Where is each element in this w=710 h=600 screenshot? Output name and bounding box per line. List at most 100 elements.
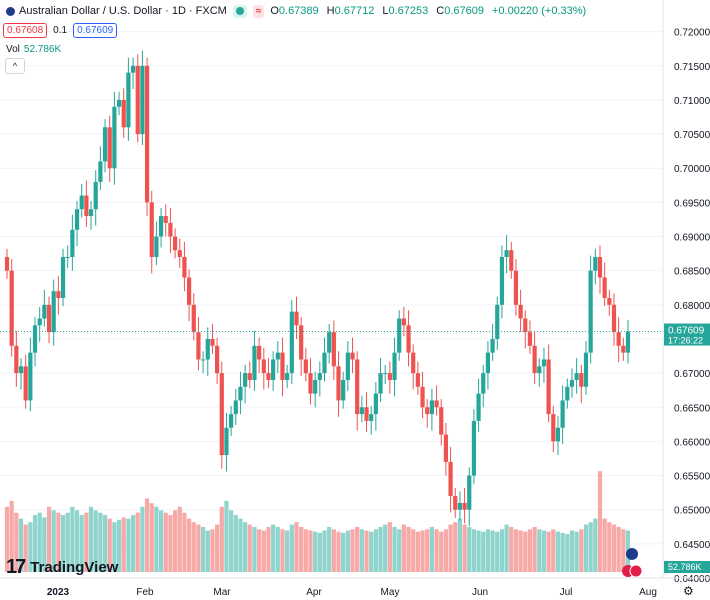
volume-bar [116, 519, 122, 572]
volume-bar [210, 529, 215, 572]
candle-body [51, 291, 56, 333]
volume-bar [392, 526, 397, 572]
settings-icon[interactable]: ⚙ [683, 584, 694, 598]
volume-bar [14, 512, 19, 572]
volume-bar [471, 529, 477, 572]
volume-badge [664, 561, 710, 573]
volume-bar [327, 526, 332, 572]
volume-bar [317, 532, 322, 572]
candle-body [65, 257, 70, 259]
last-price-badge [664, 323, 710, 346]
candle-body [186, 277, 192, 305]
candle-body [341, 379, 346, 401]
volume-bar [229, 510, 234, 572]
volume-bar [144, 498, 150, 572]
market-status-pill[interactable] [232, 4, 247, 18]
volume-bar [271, 524, 276, 572]
candle-body [238, 386, 243, 401]
candle-body [261, 359, 266, 374]
volume-bar [546, 531, 551, 572]
usd-flag-icon-2 [629, 564, 643, 578]
candle-body [130, 65, 136, 73]
volume-bar [243, 522, 248, 572]
alert-pill[interactable]: ≈ [252, 4, 265, 18]
candle-body [579, 373, 584, 387]
volume-bar [579, 529, 584, 572]
volume-bar [322, 530, 327, 572]
candle-body [383, 373, 388, 375]
candle-body [93, 181, 98, 210]
volume-bar [369, 531, 374, 572]
volume-bar [448, 524, 453, 572]
buy-button[interactable]: 0.67609 [73, 23, 118, 38]
candle-body [350, 352, 355, 360]
candle-body [168, 222, 173, 237]
volume-bar [350, 529, 355, 572]
volume-legend: Vol 52.786K [6, 44, 61, 55]
candle-body [233, 400, 238, 415]
ohlc-l: L0.67253 [382, 5, 429, 17]
sell-button[interactable]: 0.67608 [3, 23, 48, 38]
candle-body [397, 318, 402, 353]
volume-bar [126, 518, 131, 572]
candle-body [280, 352, 285, 380]
volume-bar [56, 512, 61, 572]
volume-bar [518, 530, 523, 572]
volume-bar [196, 524, 201, 572]
volume-bar [378, 526, 383, 572]
ohlc-values: O0.67389 H0.67712 L0.67253 C0.67609 +0.00220… [270, 5, 594, 17]
volume-bar [401, 524, 406, 572]
volume-bar [215, 524, 220, 572]
volume-bar [70, 506, 75, 572]
y-tick-label: 0.65000 [674, 506, 710, 517]
volume-bar [280, 529, 285, 572]
volume-bar [532, 526, 537, 572]
candle-body [112, 106, 117, 169]
y-tick-label: 0.68500 [674, 267, 710, 278]
candle-body [364, 407, 369, 421]
y-tick-label: 0.71500 [674, 62, 710, 73]
ohlc-o: O0.67389 [270, 5, 319, 17]
volume-bar [607, 522, 612, 572]
candle-body [607, 298, 612, 305]
candle-body [70, 229, 75, 258]
y-tick-label: 0.72000 [674, 28, 710, 39]
candle-body [144, 65, 150, 203]
volume-bar [149, 503, 154, 572]
candle-body [252, 345, 257, 380]
candle-body [541, 359, 547, 367]
candle-body [84, 195, 89, 217]
candle-body [467, 475, 472, 510]
volume-bar [495, 531, 500, 572]
volume-bar [172, 510, 178, 572]
y-tick-label: 0.68000 [674, 301, 710, 312]
candle-body [37, 318, 42, 326]
volume-bar [303, 529, 308, 572]
candle-body [88, 209, 94, 217]
candle-body [266, 373, 271, 380]
collapse-legend-button[interactable]: ^ [5, 58, 25, 74]
tradingview-logo[interactable]: 17 TradingView [6, 556, 118, 579]
x-tick-label: May [381, 587, 400, 598]
candle-body [429, 400, 434, 415]
volume-bar [406, 526, 411, 572]
last-price-label: 0.67609 [668, 326, 705, 337]
volume-bar [593, 518, 598, 572]
market-open-icon [235, 7, 244, 15]
flag-icon [6, 6, 15, 16]
candle-body [46, 304, 52, 333]
candle-body [215, 345, 220, 374]
x-tick-label: Aug [639, 587, 657, 598]
candle-body [415, 373, 420, 387]
volume-bar [331, 529, 336, 572]
candle-body [611, 304, 617, 333]
volume-bar [364, 530, 369, 572]
volume-bar [18, 518, 24, 572]
candle-body [247, 373, 252, 380]
volume-bar [523, 531, 528, 572]
candle-body [560, 400, 565, 428]
volume-bar [60, 515, 66, 572]
volume-bar [233, 515, 238, 572]
volume-bar [537, 529, 542, 572]
